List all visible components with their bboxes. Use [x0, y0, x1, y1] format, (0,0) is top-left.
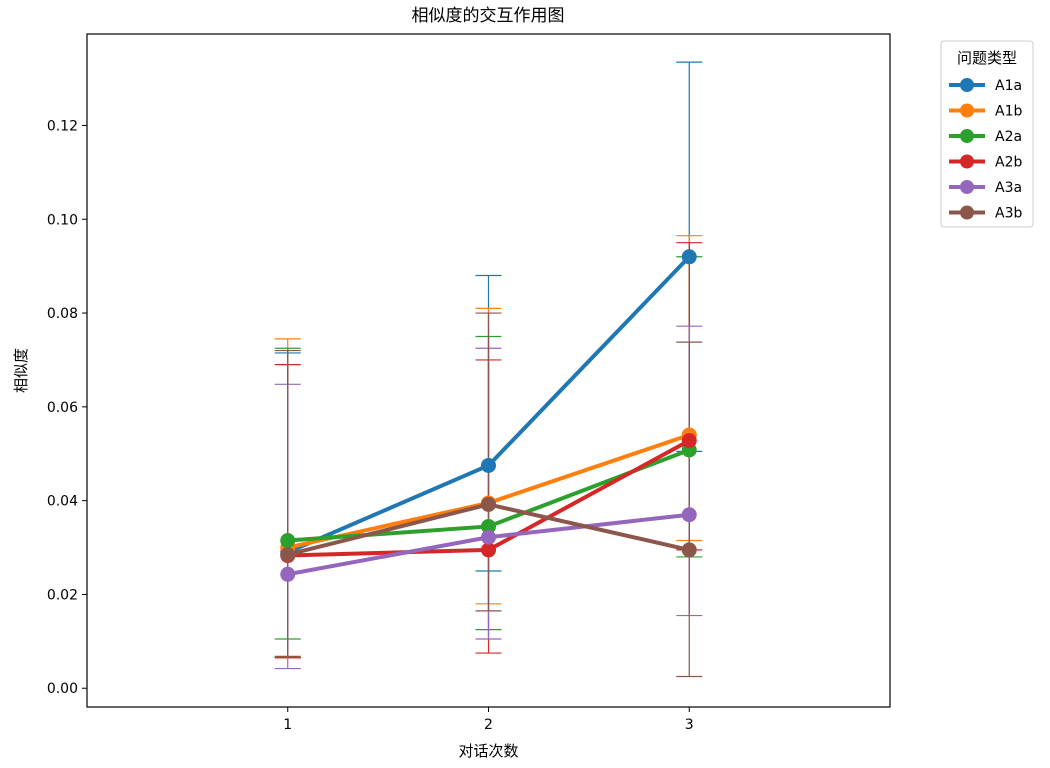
x-tick-label: 2: [484, 717, 493, 733]
y-tick-label: 0.12: [47, 118, 78, 134]
legend-marker-A2a: [960, 129, 974, 143]
y-tick-label: 0.00: [47, 681, 78, 697]
legend-label-A3b: A3b: [995, 206, 1022, 222]
legend-marker-A2b: [960, 154, 974, 169]
legend-title: 问题类型: [957, 49, 1017, 67]
legend: 问题类型 A1a A1b A2a A2b A3a A3b: [940, 40, 1034, 228]
chart-title: 相似度的交互作用图: [412, 6, 565, 26]
x-tick-label: 1: [283, 717, 292, 733]
data-point-A3a: [681, 507, 697, 523]
legend-marker-A1b: [960, 103, 974, 118]
data-point-A3a: [280, 566, 296, 582]
data-point-A3b: [481, 496, 496, 512]
legend-marker-A3b: [960, 205, 974, 220]
data-point-A1a: [681, 249, 697, 265]
data-point-A1a: [481, 457, 496, 473]
y-tick-label: 0.02: [47, 587, 78, 603]
data-point-A3b: [280, 547, 296, 563]
x-axis-label: 对话次数: [458, 742, 518, 760]
legend-label-A1a: A1a: [995, 78, 1022, 94]
legend-label-A2b: A2b: [995, 155, 1022, 171]
y-tick-label: 0.10: [47, 212, 78, 228]
y-tick-label: 0.04: [47, 494, 78, 510]
data-point-A2a: [280, 533, 296, 549]
data-point-A3b: [681, 542, 697, 558]
legend-label-A3a: A3a: [995, 180, 1022, 196]
y-tick-label: 0.06: [47, 400, 78, 416]
legend-label-A1b: A1b: [995, 104, 1022, 120]
y-tick-label: 0.08: [47, 306, 78, 322]
y-axis-label: 相似度: [12, 348, 30, 393]
legend-label-A2a: A2a: [995, 129, 1022, 145]
data-point-A2a: [481, 518, 496, 534]
data-point-A2b: [481, 542, 496, 558]
data-point-A2b: [681, 433, 697, 449]
data-point-A3a: [481, 529, 496, 545]
legend-marker-A3a: [960, 180, 974, 194]
x-tick-label: 3: [685, 717, 694, 733]
legend-marker-A1a: [960, 78, 974, 92]
